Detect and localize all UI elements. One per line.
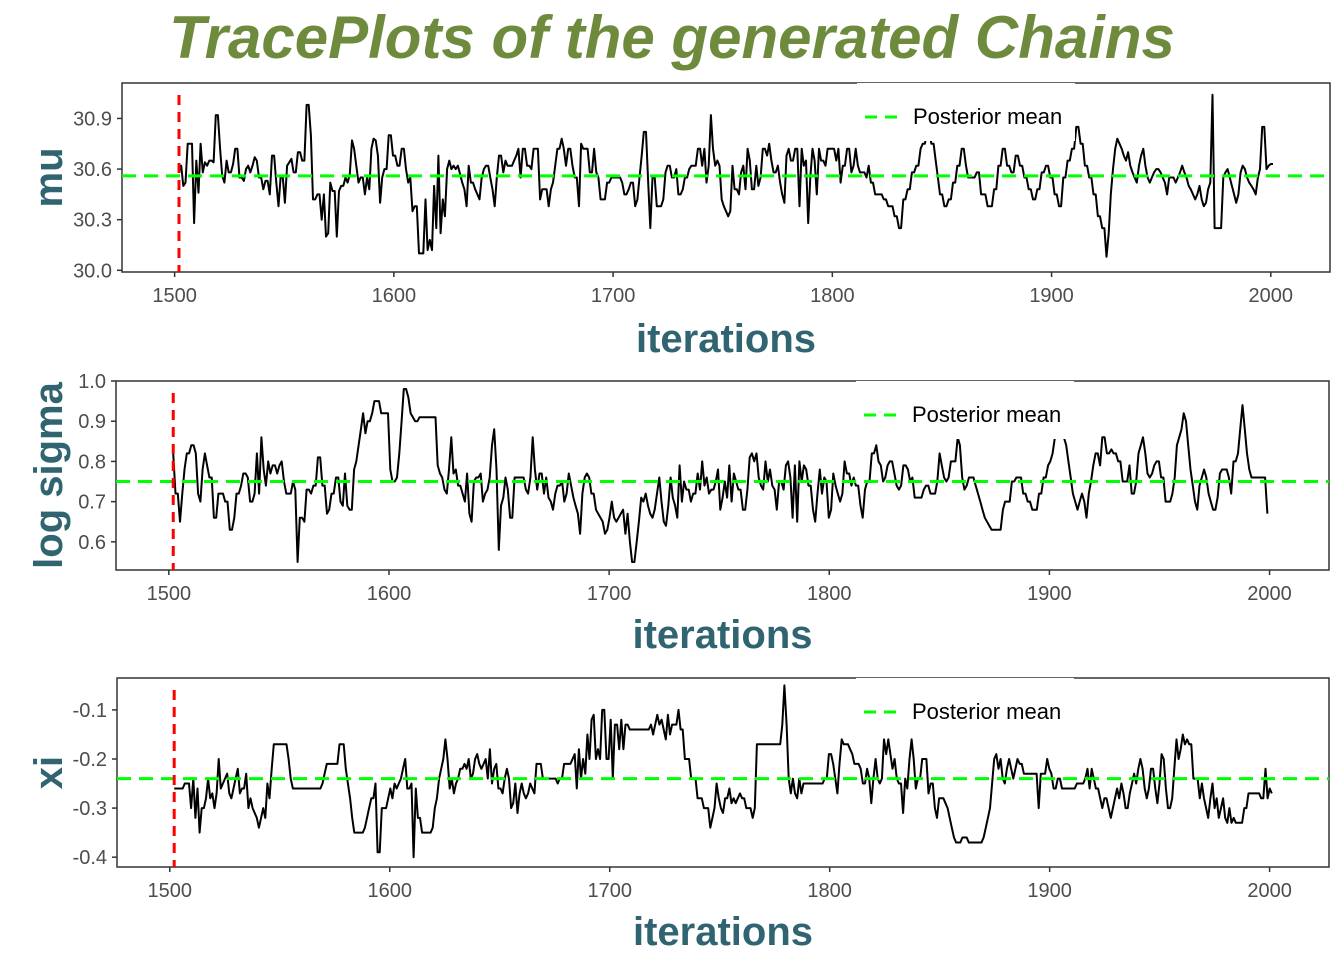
y-tick-label: -0.1: [73, 700, 107, 722]
panel-border: [121, 82, 1331, 273]
plot-area: [116, 388, 1329, 570]
x-tick-label: 1800: [810, 285, 855, 307]
x-tick-label: 1900: [1027, 880, 1072, 902]
trace-line: [178, 93, 1273, 258]
legend-box: [856, 678, 1074, 736]
x-tick-label: 2000: [1249, 285, 1294, 307]
y-tick-label: 30.0: [73, 260, 112, 282]
x-tick-label: 1900: [1029, 285, 1074, 307]
y-tick-label: 0.6: [78, 532, 106, 554]
y-axis-label: log sigma: [27, 381, 71, 568]
plot-area: [117, 684, 1329, 867]
x-tick-label: 1800: [807, 880, 852, 902]
x-tick-label: 1600: [367, 583, 412, 605]
y-tick-label: 30.6: [73, 159, 112, 181]
y-axis-label: mu: [27, 148, 71, 208]
panel-3: Posterior mean -0.4 -0.3 -0.2 -0.1 1500 1600 17…: [27, 677, 1330, 954]
x-tick-label: 1500: [147, 583, 192, 605]
plot-area: [122, 93, 1330, 272]
x-tick-label: 1600: [372, 285, 417, 307]
legend: Posterior mean: [856, 678, 1074, 736]
x-tick-label: 2000: [1247, 880, 1292, 902]
x-tick-label: 1800: [807, 583, 852, 605]
legend-label: Posterior mean: [912, 699, 1061, 724]
x-tick-label: 1700: [591, 285, 636, 307]
y-tick-label: 30.3: [73, 210, 112, 232]
legend: Posterior mean: [856, 381, 1074, 439]
panel-border: [116, 677, 1330, 868]
panel-2: Posterior mean 0.6 0.7 0.8 0.9 1.0 1500 1600 170…: [27, 371, 1330, 657]
chart-title: TracePlots of the generated Chains: [169, 4, 1175, 71]
x-tick-label: 1600: [368, 880, 413, 902]
x-tick-label: 2000: [1247, 583, 1292, 605]
y-tick-label: -0.4: [73, 847, 107, 869]
trace-line: [172, 388, 1269, 563]
legend-box: [857, 83, 1075, 141]
legend-label: Posterior mean: [912, 402, 1061, 427]
panel-border: [115, 380, 1330, 571]
panel-1: Posterior mean 30.0 30.3 30.6 30.9 1500 1600 17…: [27, 82, 1331, 361]
x-tick-label: 1500: [152, 285, 197, 307]
x-tick-label: 1700: [587, 880, 632, 902]
y-tick-label: 1.0: [78, 371, 106, 393]
x-tick-label: 1700: [587, 583, 632, 605]
y-tick-label: 0.8: [78, 451, 106, 473]
x-tick-label: 1900: [1027, 583, 1072, 605]
y-tick-label: -0.2: [73, 749, 107, 771]
legend-label: Posterior mean: [913, 104, 1062, 129]
y-tick-label: 0.7: [78, 492, 106, 514]
y-tick-label: -0.3: [73, 798, 107, 820]
x-tick-label: 1500: [148, 880, 193, 902]
x-axis-label: iterations: [632, 613, 812, 657]
y-tick-label: 30.9: [73, 108, 112, 130]
legend-box: [856, 381, 1074, 439]
y-axis-label: xi: [27, 756, 71, 789]
x-axis-label: iterations: [633, 910, 813, 954]
x-axis-label: iterations: [636, 317, 816, 361]
trace-line: [174, 684, 1273, 859]
y-tick-label: 0.9: [78, 411, 106, 433]
legend: Posterior mean: [857, 83, 1075, 141]
